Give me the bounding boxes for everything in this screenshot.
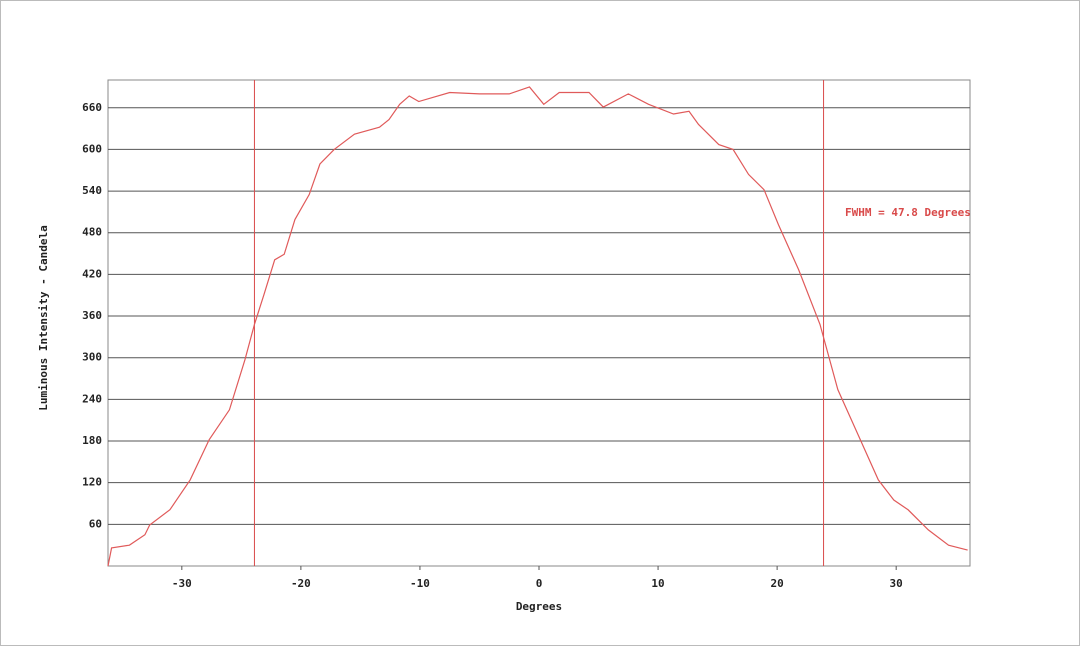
x-tick-label: 10 [651,577,664,590]
y-tick-label: 540 [82,184,102,197]
x-tick-label: -10 [410,577,430,590]
y-tick-label: 180 [82,434,102,447]
y-tick-label: 480 [82,226,102,239]
y-tick-label: 660 [82,101,102,114]
plot-area [107,79,971,567]
y-tick-label: 120 [82,476,102,489]
x-tick-label: 0 [536,577,543,590]
y-tick-label: 300 [82,351,102,364]
y-tick-label: 360 [82,309,102,322]
x-tick-label: 20 [770,577,783,590]
y-tick-label: 60 [89,517,102,530]
y-axis-label: Luminous Intensity - Candela [37,225,50,410]
x-axis-label: Degrees [516,600,562,613]
data-line [107,86,968,567]
x-tick-label: 30 [890,577,903,590]
x-tick-label: -30 [172,577,192,590]
y-tick-label: 600 [82,142,102,155]
y-tick-label: 240 [82,392,102,405]
y-tick-label: 420 [82,267,102,280]
x-tick-label: -20 [291,577,311,590]
annotation: FWHM = 47.8 Degrees [845,206,971,219]
